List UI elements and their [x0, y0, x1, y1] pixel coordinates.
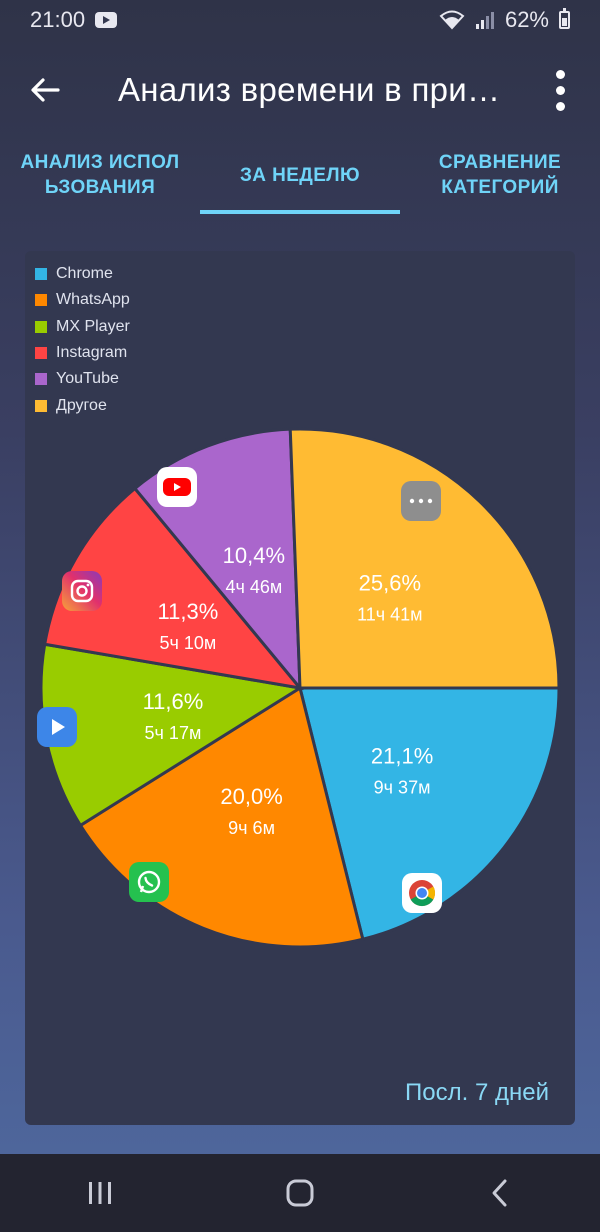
legend-item: Chrome	[35, 261, 130, 287]
legend-swatch	[35, 294, 47, 307]
slice-percent-label: 20,0%	[220, 784, 282, 809]
system-nav-bar	[0, 1154, 600, 1232]
slice-percent-label: 25,6%	[359, 571, 421, 596]
menu-dot	[555, 85, 565, 95]
status-right: 62%	[439, 7, 570, 33]
slice-percent-label: 21,1%	[371, 744, 433, 769]
youtube-notification-icon	[95, 12, 118, 28]
slice-percent-label: 11,3%	[158, 599, 219, 624]
instagram-icon	[62, 571, 103, 612]
slice-time-label: 5ч 17м	[145, 723, 202, 743]
wifi-icon	[439, 10, 465, 30]
battery-percent: 62%	[504, 7, 549, 32]
legend-item: WhatsApp	[35, 287, 130, 313]
arrow-left-icon	[31, 78, 60, 102]
signal-icon	[475, 12, 494, 29]
mx-player-icon	[37, 706, 78, 747]
chrome-icon	[401, 872, 442, 913]
back-icon	[492, 1179, 507, 1207]
legend-item: Другое	[35, 392, 130, 418]
legend-swatch	[35, 268, 47, 281]
more-icon	[400, 480, 441, 521]
legend-swatch	[35, 320, 47, 333]
legend-swatch	[35, 373, 47, 386]
legend-item: Instagram	[35, 340, 130, 366]
slice-percent-label: 10,4%	[223, 543, 285, 568]
tab-usage-analysis[interactable]: АНАЛИЗ ИСПОЛ ЬЗОВАНИЯ	[0, 138, 200, 214]
slice-time-label: 4ч 46м	[225, 577, 282, 597]
legend-label: WhatsApp	[56, 291, 130, 309]
tab-label: ЗА НЕДЕЛЮ	[239, 164, 361, 186]
legend-label: YouTube	[56, 370, 119, 388]
legend-item: MX Player	[35, 314, 130, 340]
status-time: 21:00	[30, 7, 86, 32]
back-button[interactable]	[0, 48, 90, 132]
legend-label: Другое	[56, 396, 107, 414]
legend-label: MX Player	[56, 317, 130, 335]
menu-dot	[555, 69, 565, 79]
legend-item: YouTube	[35, 366, 130, 392]
legend-swatch	[35, 347, 47, 360]
menu-dot	[555, 101, 565, 111]
status-bar: 21:00 62%	[0, 0, 600, 40]
whatsapp-icon	[129, 862, 170, 903]
tab-label: СРАВНЕНИЕ КАТЕГОРИЙ	[438, 152, 562, 198]
chart-card: 21,1% 9ч 37м 20,0% 9ч 6м 11,6% 5ч 17м 11,3% 5ч …	[25, 251, 575, 1125]
slice-time-label: 9ч 37м	[374, 778, 431, 798]
slice-time-label: 11ч 41м	[357, 605, 422, 625]
page-title: Анализ времени в при…	[118, 71, 501, 108]
tab-bar: АНАЛИЗ ИСПОЛ ЬЗОВАНИЯ ЗА НЕДЕЛЮ СРАВНЕНИ…	[0, 138, 600, 214]
chart-legend: Chrome WhatsApp MX Player Instagram YouTube Д…	[35, 261, 130, 419]
recents-button[interactable]	[60, 1163, 140, 1223]
slice-percent-label: 11,6%	[143, 689, 204, 714]
legend-label: Instagram	[56, 344, 128, 362]
tab-label: АНАЛИЗ ИСПОЛ ЬЗОВАНИЯ	[20, 152, 180, 198]
recents-icon	[89, 1182, 111, 1204]
youtube-icon	[157, 466, 198, 507]
battery-icon	[559, 8, 570, 29]
pie-slice-другое[interactable]	[288, 427, 561, 690]
overflow-menu-button[interactable]	[520, 48, 600, 132]
legend-swatch	[35, 399, 47, 412]
legend-label: Chrome	[56, 265, 113, 283]
home-button[interactable]	[260, 1163, 340, 1223]
back-nav-button[interactable]	[460, 1163, 540, 1223]
tab-category-comparison[interactable]: СРАВНЕНИЕ КАТЕГОРИЙ	[400, 138, 600, 214]
tab-week[interactable]: ЗА НЕДЕЛЮ	[200, 138, 400, 214]
app-bar: Анализ времени в при…	[0, 48, 600, 132]
pie-slice-chrome[interactable]	[298, 686, 561, 942]
home-icon	[286, 1179, 314, 1207]
slice-time-label: 5ч 10м	[160, 633, 217, 653]
status-left: 21:00	[30, 7, 118, 33]
period-label[interactable]: Посл. 7 дней	[405, 1079, 549, 1106]
slice-time-label: 9ч 6м	[228, 818, 275, 838]
pie-slice-instagram[interactable]	[42, 486, 304, 691]
